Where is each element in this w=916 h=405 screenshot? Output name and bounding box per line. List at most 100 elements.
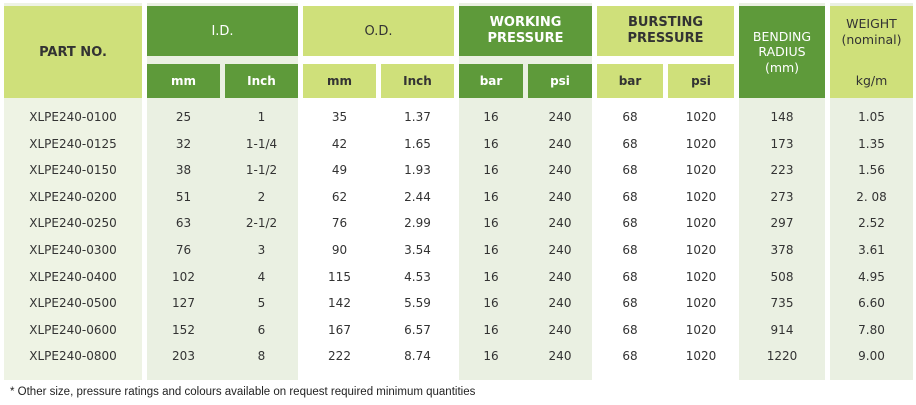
cell-wp-bar: 16 [483,269,499,284]
cell-bp-bar: 68 [622,216,638,231]
cell-od-mm: 167 [328,322,351,337]
cell-id-mm: 127 [172,296,195,311]
cell-od-mm: 42 [331,136,348,151]
cell-part-no: XLPE240-0250 [29,216,117,231]
cell-part-no: XLPE240-0600 [29,322,117,337]
cell-weight: 7.80 [858,322,885,337]
cell-weight: 6.60 [858,296,885,311]
cell-bp-bar: 68 [622,322,638,337]
cell-wp-bar: 16 [483,322,499,337]
cell-bp-psi: 1020 [685,110,717,124]
cell-bp-bar: 68 [622,136,638,151]
cell-weight: 4.95 [858,269,885,284]
subheader-bp-bar: bar [597,64,663,98]
cell-od-inch: 1.65 [404,136,431,151]
cell-bp-bar: 68 [622,296,638,311]
cell-part-no: XLPE240-0200 [29,189,117,204]
table-row: XLPE240-0250 63 2-1/2 76 2.99 16 240 68 … [0,210,916,237]
table-row: XLPE240-0100 25 1 35 1.37 16 240 68 1020… [0,104,916,131]
cell-od-mm: 49 [331,163,348,178]
cell-weight: 2.52 [858,216,885,231]
cell-bending-radius: 508 [770,269,794,284]
subheader-od-mm: mm [303,64,376,98]
cell-id-mm: 25 [175,110,192,124]
cell-bending-radius: 735 [770,296,794,311]
cell-od-mm: 35 [331,110,348,124]
cell-od-inch: 1.37 [404,110,431,124]
cell-bp-psi: 1020 [685,269,717,284]
cell-bp-psi: 1020 [685,296,717,311]
cell-bp-psi: 1020 [685,242,717,257]
cell-od-mm: 115 [328,269,351,284]
cell-od-mm: 76 [331,216,348,231]
cell-part-no: XLPE240-0500 [29,296,117,311]
cell-wp-bar: 16 [483,242,499,257]
cell-id-mm: 203 [172,349,195,364]
cell-part-no: XLPE240-0800 [29,349,117,364]
cell-wp-bar: 16 [483,216,499,231]
cell-od-mm: 222 [328,349,351,364]
subheader-wp-psi: psi [528,64,592,98]
cell-weight: 1.56 [858,163,885,178]
table-row: XLPE240-0400 102 4 115 4.53 16 240 68 10… [0,264,916,291]
cell-bending-radius: 148 [770,110,794,124]
cell-id-mm: 51 [175,189,192,204]
cell-od-inch: 1.93 [404,163,431,178]
cell-bp-bar: 68 [622,269,638,284]
cell-od-inch: 8.74 [404,349,431,364]
cell-bp-psi: 1020 [685,349,717,364]
cell-bending-radius: 378 [770,242,794,257]
cell-wp-psi: 240 [548,136,572,151]
cell-id-mm: 32 [175,136,192,151]
subheader-bp-psi: psi [668,64,734,98]
cell-id-mm: 38 [175,163,192,178]
cell-wp-bar: 16 [483,136,499,151]
cell-id-inch: 8 [257,349,266,364]
subheader-wp-bar: bar [459,64,523,98]
header-bursting-pressure: BURSTING PRESSURE [597,6,734,56]
cell-id-mm: 152 [172,322,195,337]
header-part-no: PART NO. [4,6,142,98]
cell-wp-bar: 16 [483,110,499,124]
header-working-pressure: WORKING PRESSURE [459,6,592,56]
table-row: XLPE240-0150 38 1-1/2 49 1.93 16 240 68 … [0,157,916,184]
cell-weight: 9.00 [858,349,885,364]
cell-id-inch: 1-1/2 [245,163,278,178]
subheader-od-inch: Inch [381,64,454,98]
cell-id-inch: 1-1/4 [245,136,278,151]
cell-od-inch: 4.53 [404,269,431,284]
cell-id-inch: 4 [257,269,266,284]
table-row: XLPE240-0500 127 5 142 5.59 16 240 68 10… [0,290,916,317]
cell-bp-psi: 1020 [685,322,717,337]
cell-weight: 2. 08 [856,189,887,204]
cell-wp-psi: 240 [548,269,572,284]
cell-bending-radius: 914 [770,322,794,337]
cell-wp-bar: 16 [483,163,499,178]
cell-bp-bar: 68 [622,349,638,364]
cell-bp-psi: 1020 [685,163,717,178]
cell-weight: 1.05 [858,110,885,124]
table-body: XLPE240-0100 25 1 35 1.37 16 240 68 1020… [0,104,916,370]
cell-bending-radius: 173 [770,136,794,151]
cell-wp-bar: 16 [483,296,499,311]
cell-bp-bar: 68 [622,110,638,124]
cell-bending-radius: 273 [770,189,794,204]
cell-wp-psi: 240 [548,242,572,257]
header-bending-radius: BENDING RADIUS (mm) [739,6,825,98]
header-id: I.D. [147,6,298,56]
cell-id-inch: 1 [257,110,266,124]
cell-part-no: XLPE240-0150 [29,163,117,178]
cell-od-inch: 3.54 [404,242,431,257]
header-weight: WEIGHT (nominal) kg/m [830,6,913,98]
cell-bending-radius: 223 [770,163,794,178]
table-row: XLPE240-0200 51 2 62 2.44 16 240 68 1020… [0,184,916,211]
cell-bending-radius: 297 [770,216,794,231]
cell-bp-psi: 1020 [685,136,717,151]
cell-id-mm: 76 [175,242,192,257]
cell-wp-bar: 16 [483,189,499,204]
cell-bp-psi: 1020 [685,216,717,231]
cell-bending-radius: 1220 [766,349,798,364]
cell-id-inch: 2 [257,189,266,204]
cell-wp-psi: 240 [548,216,572,231]
cell-part-no: XLPE240-0100 [29,110,117,124]
